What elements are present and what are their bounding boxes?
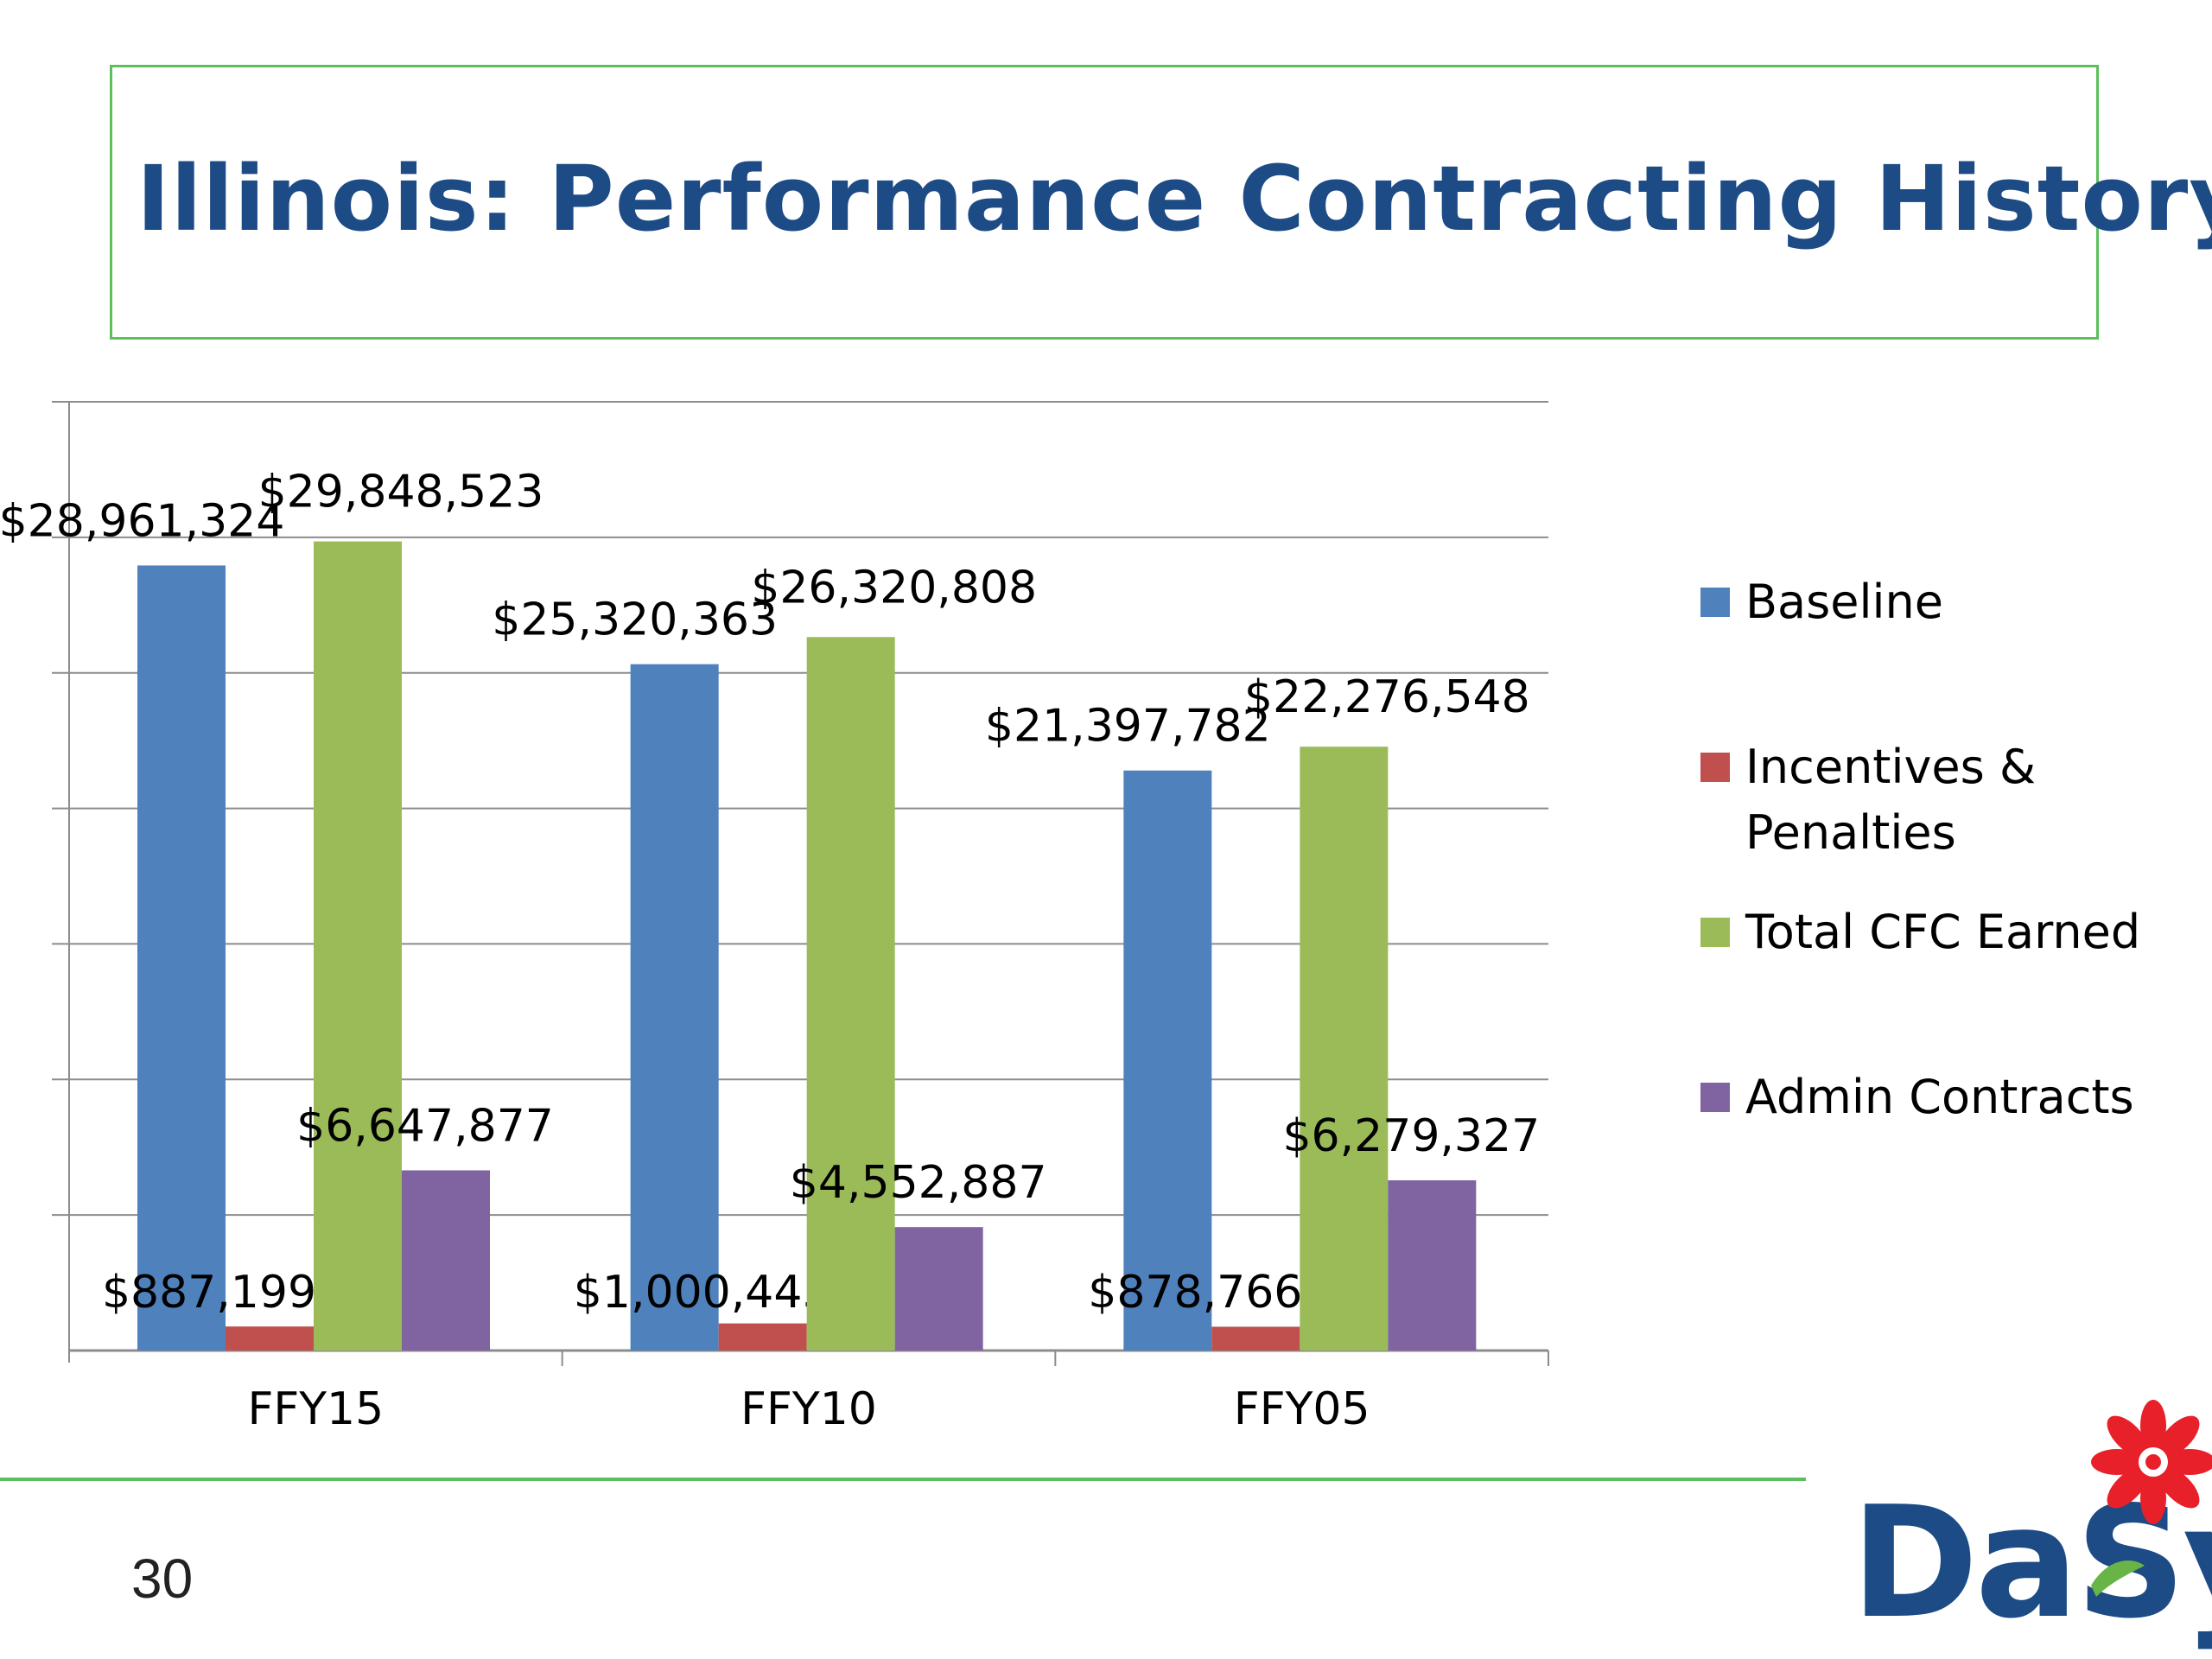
leaf-icon <box>2091 1560 2145 1597</box>
bar <box>718 1323 807 1351</box>
x-tick-label: FFY05 <box>1234 1383 1370 1435</box>
bar <box>226 1326 314 1351</box>
bar <box>630 664 719 1351</box>
title-frame: Illinois: Performance Contracting Histor… <box>110 65 2212 340</box>
legend-swatch <box>1700 918 1730 947</box>
data-label: $21,397,782 <box>985 701 1271 753</box>
data-label: $878,766 <box>1088 1267 1302 1319</box>
bar <box>1300 747 1389 1351</box>
legend-label: Baseline <box>1745 575 1943 629</box>
data-label: $6,279,327 <box>1282 1110 1540 1162</box>
legend-swatch <box>1700 1083 1730 1112</box>
data-label: $28,961,324 <box>0 495 284 547</box>
bar <box>1211 1326 1300 1351</box>
data-label: $26,320,808 <box>751 562 1037 613</box>
data-label: $29,848,523 <box>258 467 544 518</box>
bar-chart: FFY15 $28,961,324 $887,199 $29,848,523 $6,64… <box>0 401 2140 1435</box>
data-label: $6,647,877 <box>296 1100 554 1152</box>
x-tick-label: FFY15 <box>247 1383 384 1435</box>
page-number: 30 <box>131 1548 194 1610</box>
data-label: $4,552,887 <box>790 1157 1047 1209</box>
legend-swatch <box>1700 588 1730 617</box>
dasy-logo: DaSy <box>1851 1400 2212 1652</box>
bar <box>1388 1180 1477 1351</box>
flower-icon <box>2091 1400 2212 1524</box>
footer-divider <box>0 1478 1806 1481</box>
data-label: $25,320,363 <box>492 594 778 646</box>
legend-label: Total CFC Earned <box>1745 905 2140 959</box>
legend-label: Admin Contracts <box>1745 1070 2134 1124</box>
legend-swatch <box>1700 753 1730 782</box>
bar <box>1123 770 1212 1351</box>
bar <box>894 1227 983 1351</box>
legend-label: Incentives & Penalties <box>1745 740 2036 860</box>
data-label: $22,276,548 <box>1244 671 1530 723</box>
data-label: $1,000,445 <box>574 1267 831 1319</box>
bar <box>806 637 895 1351</box>
slide-title: Illinois: Performance Contracting Histor… <box>137 146 2212 251</box>
bar <box>402 1170 490 1351</box>
data-label: $887,199 <box>102 1267 316 1319</box>
bar <box>137 565 226 1351</box>
x-tick-label: FFY10 <box>741 1383 877 1435</box>
bar <box>314 541 402 1351</box>
